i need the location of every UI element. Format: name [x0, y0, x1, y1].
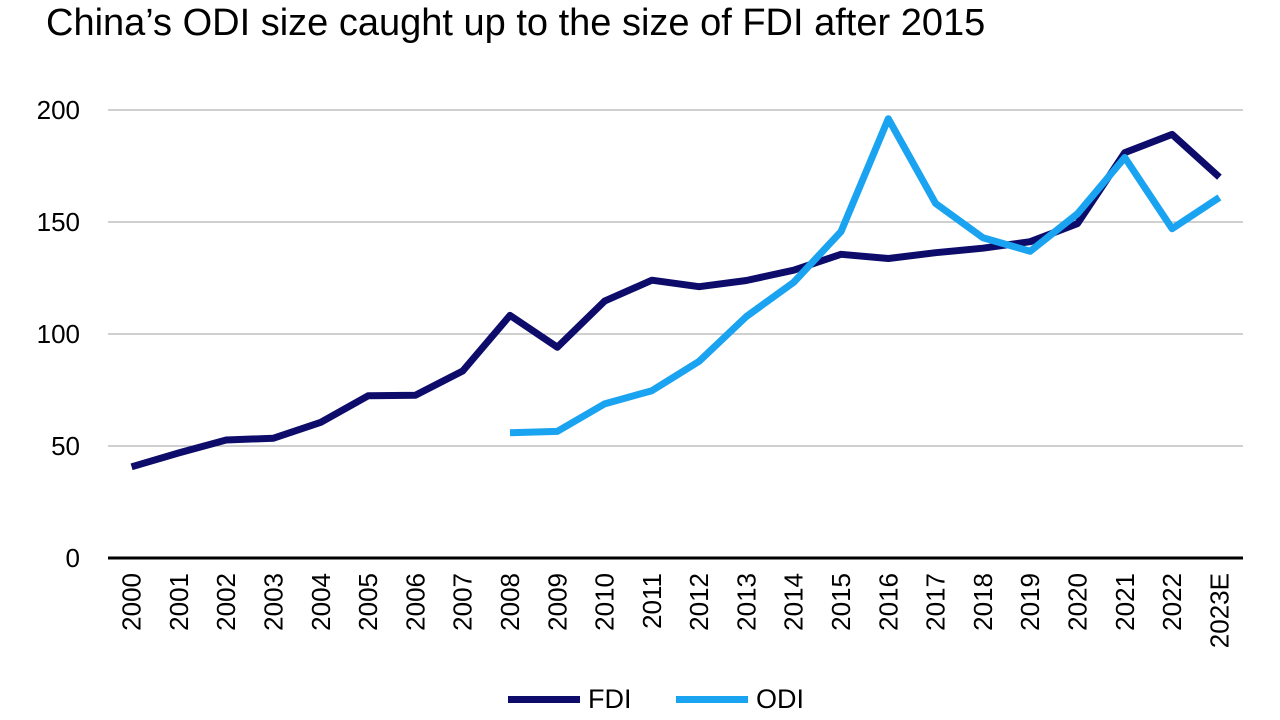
x-axis-ticks: 2000 2001 2002 2003 2004 2005 2006 2007 2008 2009…	[117, 573, 1235, 648]
x-tick-label: 2020	[1062, 573, 1092, 631]
y-tick-label: 200	[37, 95, 80, 125]
legend-label-odi: ODI	[756, 683, 805, 714]
x-tick-label: 2010	[590, 573, 620, 631]
x-tick-label: 2015	[826, 573, 856, 631]
x-tick-label: 2021	[1110, 573, 1140, 631]
x-tick-label: 2002	[211, 573, 241, 631]
x-tick-label: 2014	[779, 573, 809, 631]
x-tick-label: 2012	[684, 573, 714, 631]
series-lines	[130, 115, 1222, 471]
x-tick-label: 2022	[1157, 573, 1187, 631]
x-tick-label: 2008	[495, 573, 525, 631]
gridlines	[108, 109, 1243, 560]
x-tick-label: 2000	[117, 573, 147, 631]
y-tick-label: 0	[66, 543, 80, 573]
x-tick-label: 2003	[259, 573, 289, 631]
legend-item-odi: ODI	[676, 682, 804, 716]
x-tick-label: 2005	[353, 573, 383, 631]
x-tick-label: 2001	[164, 573, 194, 631]
series-line-fdi	[130, 130, 1222, 471]
legend-label-fdi: FDI	[588, 683, 632, 714]
chart-title: China’s ODI size caught up to the size o…	[46, 2, 986, 44]
y-tick-label: 150	[37, 207, 80, 237]
x-tick-label: 2017	[921, 573, 951, 631]
x-tick-label: 2019	[1015, 573, 1045, 631]
series-line-odi	[509, 115, 1222, 437]
x-tick-label: 2007	[448, 573, 478, 631]
y-tick-label: 100	[37, 319, 80, 349]
y-axis-ticks: 0 50 100 150 200	[37, 95, 80, 573]
x-tick-label: 2011	[637, 573, 667, 629]
x-tick-label: 2004	[306, 573, 336, 631]
x-tick-label: 2013	[731, 573, 761, 631]
x-tick-label: 2018	[968, 573, 998, 631]
legend-swatch-fdi	[508, 695, 580, 703]
legend-swatch-odi	[676, 695, 748, 703]
x-tick-label: 2006	[400, 573, 430, 631]
y-tick-label: 50	[51, 431, 80, 461]
legend-item-fdi: FDI	[508, 682, 632, 716]
x-tick-label: 2009	[542, 573, 572, 631]
x-tick-label: 2016	[873, 573, 903, 631]
x-tick-label: 2023E	[1204, 573, 1234, 648]
